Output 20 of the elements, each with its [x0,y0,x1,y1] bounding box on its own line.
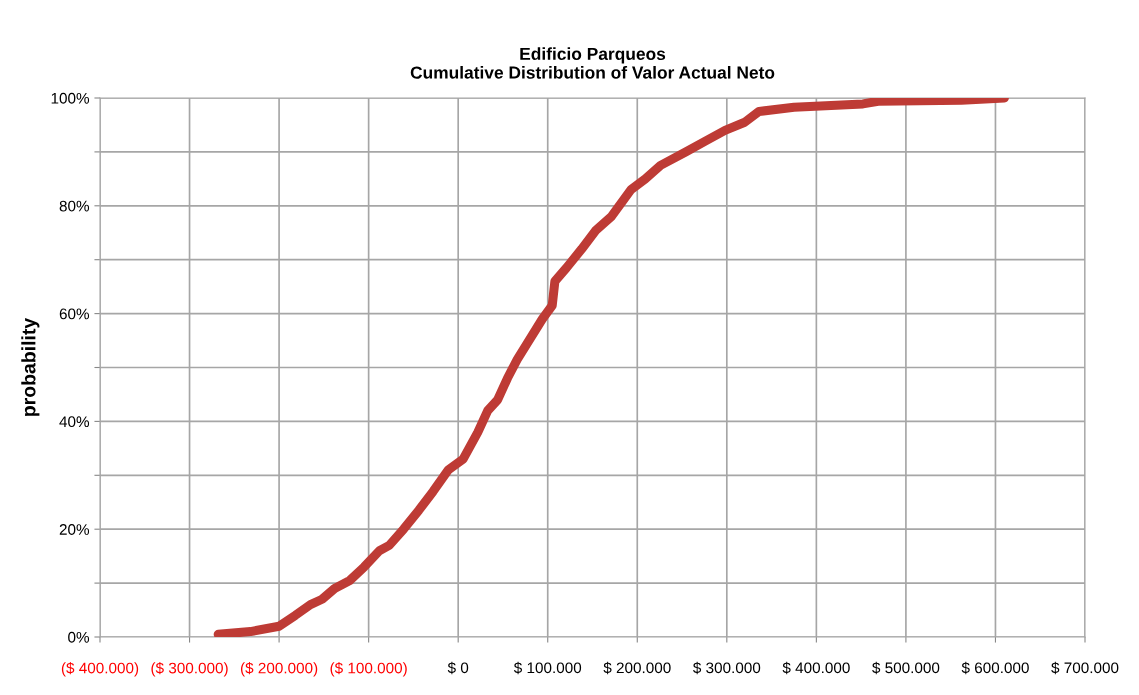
x-tick-label: $ 200.000 [603,661,671,675]
x-tick-label: ($ 300.000) [151,661,228,677]
x-tick-label: ($ 100.000) [330,661,407,677]
x-tick-label: $ 600.000 [961,661,1029,675]
x-tick-label: ($ 200.000) [240,661,318,677]
x-tick-label: $ 400.000 [782,661,850,675]
y-tick-label: 20% [59,524,90,535]
y-axis-title: probability [21,317,40,416]
x-tick-label: $ 700.000 [1051,661,1119,675]
x-tick-label: $ 300.000 [693,661,761,675]
y-tick-label: 40% [59,416,90,428]
x-tick-label: $ 100.000 [513,661,582,675]
y-tick-label: 0% [68,631,90,643]
y-tick-label: 60% [59,308,90,320]
y-tick-label: 100% [51,92,90,104]
x-tick-label: ($ 400.000) [61,661,139,677]
x-tick-label: $ 0 [447,661,469,675]
x-tick-label: $ 500.000 [872,661,940,675]
y-tick-label: 80% [59,200,90,212]
chart-title: Edificio Parqueos Cumulative Distribution of Valor Actual Neto [410,47,775,79]
